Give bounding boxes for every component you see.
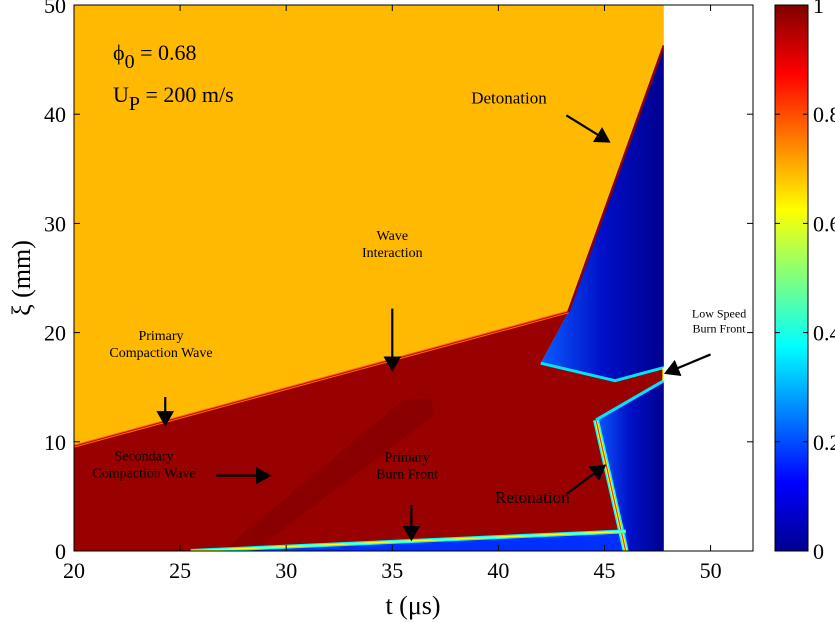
region-burned-lower bbox=[595, 380, 664, 551]
x-tick-label: 40 bbox=[487, 558, 509, 583]
y-tick-label: 10 bbox=[44, 430, 66, 455]
annotation-label: Primary bbox=[138, 329, 183, 344]
x-tick-label: 35 bbox=[381, 558, 403, 583]
y-axis-label: ξ (mm) bbox=[7, 240, 36, 316]
annotation-label: Low Speed bbox=[692, 306, 746, 320]
x-tick-label: 50 bbox=[700, 558, 722, 583]
parameter-value: = 0.68 bbox=[135, 40, 197, 65]
parameter-symbol: ϕ bbox=[113, 40, 125, 65]
parameter-symbol: U bbox=[113, 82, 129, 107]
parameter-value: = 200 m/s bbox=[140, 82, 234, 107]
annotations: Detonation Wave Interaction Primary Compacti… bbox=[92, 88, 747, 542]
colorbar-tick-label: 0.8 bbox=[813, 102, 835, 127]
axes: 20 25 30 35 40 45 50 0 10 20 30 40 50 bbox=[44, 0, 753, 583]
x-tick-label: 45 bbox=[593, 558, 615, 583]
annotation-label: Detonation bbox=[471, 88, 547, 107]
x-tick-label: 30 bbox=[275, 558, 297, 583]
x-axis-label: t (μs) bbox=[385, 591, 440, 620]
annotation-label: Burn Front bbox=[376, 467, 438, 482]
annotation-label: Interaction bbox=[362, 246, 423, 261]
parameter-subscript: 0 bbox=[125, 51, 135, 73]
colorbar-ticks: 0 0.2 0.4 0.6 0.8 1 bbox=[775, 0, 835, 564]
annotation-label: Secondary bbox=[114, 449, 173, 464]
low-speed-burn-front-upper bbox=[540, 361, 665, 383]
colorbar-tick-label: 0.6 bbox=[813, 211, 835, 236]
parameter-label: UP = 200 m/s bbox=[113, 82, 234, 115]
plot-frame bbox=[73, 4, 754, 552]
annotation-label: Compaction Wave bbox=[92, 466, 195, 481]
y-tick-label: 50 bbox=[44, 0, 66, 18]
detonation-front bbox=[567, 44, 666, 313]
y-tick-label: 0 bbox=[55, 539, 66, 564]
parameter-subscript: P bbox=[129, 93, 140, 115]
x-tick-label: 20 bbox=[63, 558, 85, 583]
retonation-front bbox=[595, 419, 627, 551]
annotation-arrow bbox=[565, 114, 611, 143]
annotation-label: Wave bbox=[377, 229, 409, 244]
colorbar-tick-label: 0.2 bbox=[813, 430, 835, 455]
region-burned-upper bbox=[540, 45, 664, 381]
no-data-region bbox=[663, 5, 753, 551]
annotation-label: Burn Front bbox=[693, 321, 747, 335]
primary-compaction-wave bbox=[74, 311, 569, 447]
x-tick-label: 25 bbox=[169, 558, 191, 583]
annotation-arrow bbox=[565, 464, 607, 496]
annotation-arrow bbox=[663, 353, 711, 377]
colorbar-tick-label: 1 bbox=[813, 0, 824, 18]
colorbar-tick-label: 0.4 bbox=[813, 321, 835, 346]
low-speed-burn-front-lower bbox=[595, 379, 665, 422]
colorbar-tick-label: 0 bbox=[813, 539, 824, 564]
region-secondary-compaction bbox=[190, 398, 435, 551]
y-tick-label: 30 bbox=[44, 211, 66, 236]
y-tick-label: 40 bbox=[44, 102, 66, 127]
colorbar bbox=[774, 4, 809, 552]
y-tick-label: 20 bbox=[44, 321, 66, 346]
annotation-label: Retonation bbox=[495, 488, 570, 507]
annotation-label: Compaction Wave bbox=[109, 346, 212, 361]
annotation-label: Primary bbox=[385, 450, 430, 465]
parameter-label: ϕ0 = 0.68 bbox=[113, 40, 197, 73]
